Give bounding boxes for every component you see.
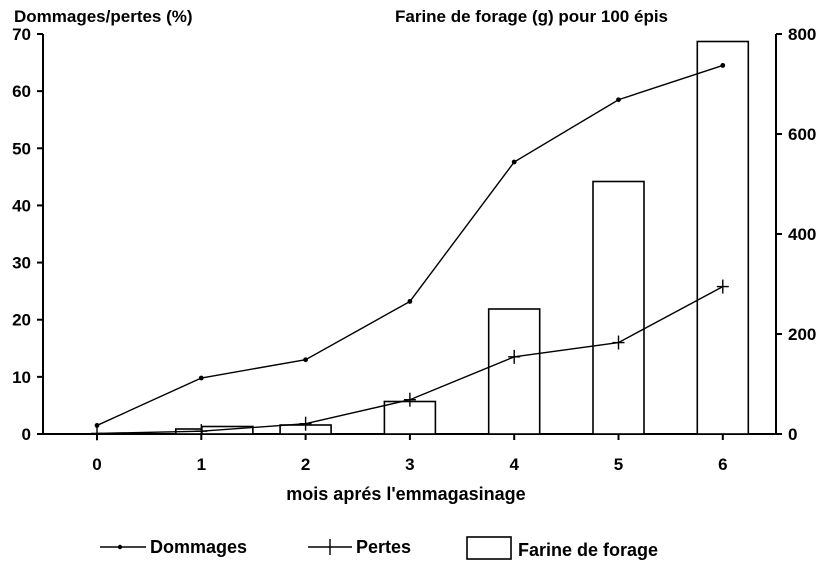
- point-pertes: [612, 335, 625, 350]
- point-dommages: [616, 97, 621, 103]
- left-tick-label: 30: [12, 254, 31, 273]
- x-tick-label: 4: [509, 455, 519, 474]
- x-axis-label: mois aprés l'emmagasinage: [286, 484, 525, 504]
- bar-farine: [592, 180, 645, 435]
- point-dommages: [720, 63, 726, 68]
- right-axis-ticks: 0 200 400 600 800: [776, 25, 816, 444]
- point-dommages: [407, 299, 413, 304]
- point-pertes: [403, 392, 416, 407]
- right-axis-title: Farine de forage (g) pour 100 épis: [395, 7, 668, 26]
- legend-dommages-label: Dommages: [150, 537, 247, 557]
- x-tick-label: 1: [197, 455, 206, 474]
- left-tick-label: 50: [12, 139, 31, 158]
- x-tick-label: 2: [301, 455, 310, 474]
- point-dommages: [511, 159, 517, 165]
- point-dommages: [303, 357, 308, 363]
- point-dommages: [198, 375, 204, 381]
- left-axis-title: Dommages/pertes (%): [14, 7, 193, 26]
- left-tick-label: 40: [12, 196, 31, 215]
- x-tick-label: 6: [718, 455, 727, 474]
- legend-pertes-label: Pertes: [356, 537, 411, 557]
- point-pertes: [91, 426, 103, 441]
- point-pertes: [195, 424, 208, 439]
- line-series: [91, 63, 729, 441]
- bar-farine: [487, 308, 541, 435]
- axes: [42, 34, 777, 435]
- left-tick-label: 10: [12, 368, 31, 387]
- bar-series-farine: [175, 40, 750, 435]
- left-tick-label: 0: [22, 425, 31, 444]
- right-tick-label: 600: [788, 125, 816, 144]
- right-tick-label: 800: [788, 25, 816, 44]
- point-pertes: [508, 349, 521, 364]
- point-pertes: [299, 416, 312, 431]
- x-tick-label: 0: [92, 455, 101, 474]
- left-tick-label: 20: [12, 311, 31, 330]
- right-tick-label: 0: [788, 425, 797, 444]
- left-axis-ticks: 0 10 20 30 40 50 60 70: [12, 25, 43, 444]
- bar-farine: [383, 400, 437, 435]
- right-tick-label: 400: [788, 225, 816, 244]
- right-tick-label: 200: [788, 325, 816, 344]
- legend: Dommages Pertes Farine de forage: [100, 536, 658, 560]
- x-tick-label: 3: [405, 455, 414, 474]
- bar-farine: [696, 40, 750, 435]
- x-tick-label: 5: [614, 455, 623, 474]
- legend-farine-label: Farine de forage: [518, 540, 658, 560]
- point-pertes: [716, 279, 729, 294]
- left-tick-label: 70: [12, 25, 31, 44]
- left-tick-label: 60: [12, 82, 31, 101]
- x-axis-ticks: 0 1 2 3 4 5 6: [92, 434, 728, 474]
- point-dommages: [94, 423, 100, 428]
- legend-dommages-marker: [117, 544, 123, 550]
- legend-farine-swatch: [466, 536, 512, 560]
